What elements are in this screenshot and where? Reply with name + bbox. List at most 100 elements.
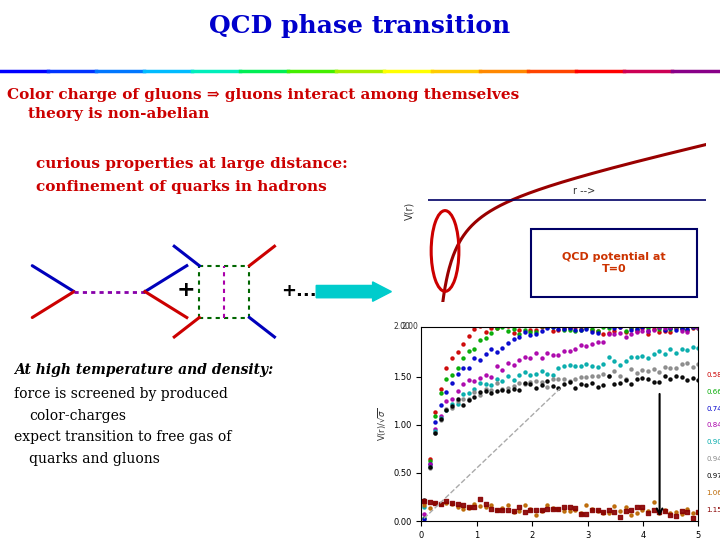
Point xyxy=(654,377,665,386)
Point xyxy=(553,322,564,330)
Point xyxy=(642,330,654,339)
Point xyxy=(553,350,564,359)
Point xyxy=(592,327,603,336)
Point xyxy=(586,324,598,333)
Point xyxy=(519,508,531,516)
Point xyxy=(564,323,575,332)
Point xyxy=(592,362,603,371)
Point xyxy=(463,363,474,372)
Point xyxy=(631,369,642,377)
Point xyxy=(424,463,436,472)
Point xyxy=(513,507,525,515)
Point xyxy=(676,323,688,332)
Point xyxy=(474,390,486,399)
Point xyxy=(580,501,592,509)
Point xyxy=(418,501,430,510)
Point xyxy=(547,327,559,335)
FancyBboxPatch shape xyxy=(531,229,697,297)
Point xyxy=(452,369,464,378)
Point xyxy=(469,354,480,362)
Point xyxy=(676,373,688,381)
Point xyxy=(530,328,541,336)
Point xyxy=(435,413,446,422)
Point xyxy=(491,361,503,370)
Point xyxy=(530,505,541,514)
Point xyxy=(642,324,654,333)
Point xyxy=(469,393,480,402)
Point xyxy=(665,509,676,517)
Point xyxy=(536,381,547,389)
Point xyxy=(446,500,458,508)
Point xyxy=(485,323,497,332)
Point xyxy=(586,361,598,370)
Point xyxy=(536,506,547,515)
Point xyxy=(665,511,676,519)
Point xyxy=(508,325,519,333)
Point xyxy=(603,353,615,362)
Point xyxy=(441,374,452,383)
Point xyxy=(536,323,547,332)
Point xyxy=(429,425,441,434)
Point xyxy=(586,327,598,336)
Point xyxy=(598,330,609,339)
Text: r -->: r --> xyxy=(572,186,595,197)
Point xyxy=(530,330,541,339)
Point xyxy=(553,505,564,514)
Point xyxy=(497,504,508,512)
Point xyxy=(614,507,626,515)
Point xyxy=(508,329,519,338)
Point xyxy=(687,342,698,351)
Point xyxy=(469,325,480,333)
Point xyxy=(536,377,547,386)
Point xyxy=(598,508,609,516)
Point xyxy=(598,381,609,390)
FancyArrow shape xyxy=(316,282,392,301)
Point xyxy=(626,506,637,515)
Point xyxy=(670,372,682,380)
Point xyxy=(676,360,688,368)
Point xyxy=(508,334,519,343)
Point xyxy=(654,368,665,376)
Point xyxy=(631,509,642,518)
Point xyxy=(598,360,609,369)
Point xyxy=(547,382,559,390)
Point xyxy=(441,498,452,507)
Point xyxy=(463,346,474,355)
Point xyxy=(513,333,525,341)
Point xyxy=(553,325,564,334)
Point xyxy=(519,501,531,510)
Point xyxy=(547,370,559,379)
Point xyxy=(659,320,670,328)
Point xyxy=(424,457,436,465)
Point xyxy=(485,385,497,394)
Point xyxy=(429,408,441,416)
Point xyxy=(603,322,615,330)
Point xyxy=(687,323,698,332)
Point xyxy=(503,359,514,368)
Point xyxy=(457,340,469,348)
Point xyxy=(642,354,654,362)
Point xyxy=(570,505,581,514)
Point xyxy=(614,328,626,337)
Point xyxy=(491,505,503,514)
Point xyxy=(648,377,660,386)
Point xyxy=(503,327,514,335)
Text: quarks and gluons: quarks and gluons xyxy=(29,452,160,466)
Point xyxy=(441,388,452,396)
Point xyxy=(536,322,547,330)
Point xyxy=(693,323,704,332)
Point xyxy=(580,510,592,518)
Point xyxy=(670,512,682,521)
Point xyxy=(670,364,682,373)
Point xyxy=(670,349,682,357)
Point xyxy=(614,379,626,388)
Point xyxy=(441,406,452,415)
Point xyxy=(575,380,587,389)
Point xyxy=(631,325,642,334)
Point xyxy=(446,354,458,362)
Point xyxy=(508,361,519,369)
Point xyxy=(480,327,491,336)
Point xyxy=(693,508,704,516)
Point xyxy=(541,349,553,357)
Point xyxy=(676,325,688,334)
